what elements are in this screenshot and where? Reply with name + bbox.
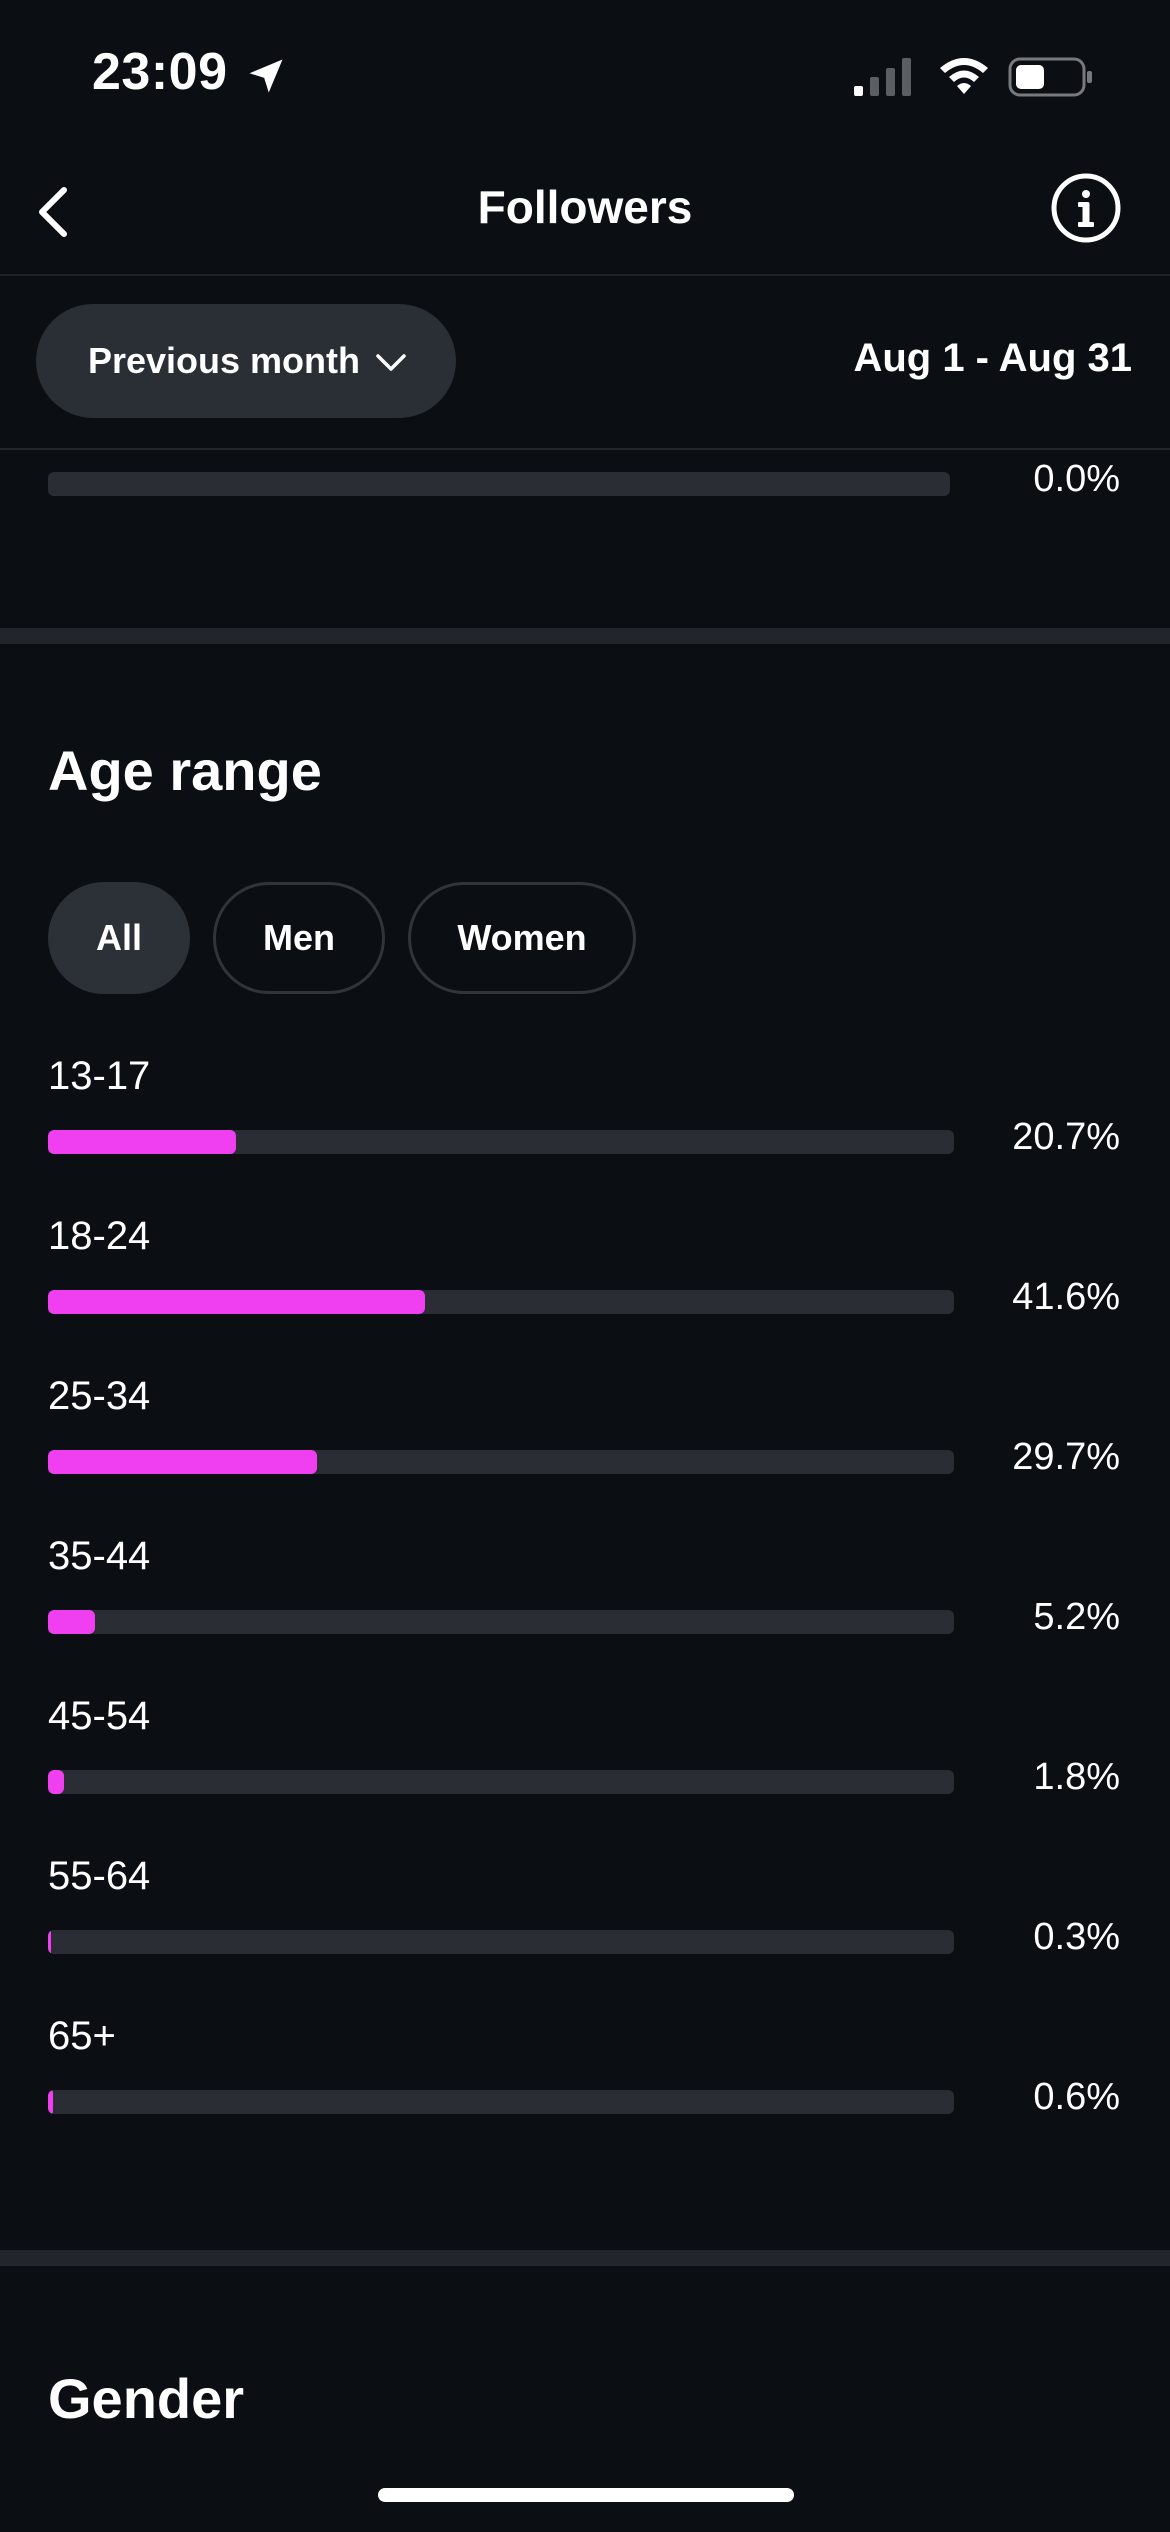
period-label: Previous month bbox=[87, 340, 361, 381]
battery-icon bbox=[1008, 57, 1092, 97]
wifi-icon bbox=[940, 58, 988, 94]
age-label: 18-24 bbox=[48, 1214, 151, 1258]
filter-all[interactable]: All bbox=[48, 882, 190, 994]
gender-title: Gender bbox=[48, 2367, 245, 2430]
age-label: 25-34 bbox=[48, 1374, 151, 1418]
age-percent: 1.8% bbox=[1033, 1756, 1120, 1798]
page-title: Followers bbox=[477, 181, 693, 233]
age-label: 65+ bbox=[48, 2014, 116, 2058]
date-range-bar: Previous month Aug 1 - Aug 31 bbox=[0, 276, 1170, 450]
age-bar-fill bbox=[48, 1610, 96, 1634]
back-chevron-icon[interactable] bbox=[18, 172, 98, 252]
age-label: 13-17 bbox=[48, 1054, 151, 1098]
age-bar-track bbox=[48, 1930, 954, 1954]
status-time: 23:09 bbox=[92, 43, 228, 101]
cellular-signal-icon bbox=[854, 58, 911, 96]
age-percent: 20.7% bbox=[1012, 1116, 1120, 1158]
age-bar-track bbox=[48, 1610, 954, 1634]
section-divider bbox=[0, 2250, 1170, 2266]
previous-bar-track bbox=[48, 472, 950, 496]
date-range-label: Aug 1 - Aug 31 bbox=[853, 336, 1132, 380]
age-bar-fill bbox=[48, 1130, 236, 1154]
age-percent: 41.6% bbox=[1012, 1276, 1120, 1318]
age-percent: 0.3% bbox=[1033, 1916, 1120, 1958]
age-bar-track bbox=[48, 1290, 954, 1314]
age-bar-fill bbox=[48, 1930, 51, 1954]
status-bar: 23:09 bbox=[0, 0, 1170, 150]
age-bar-track bbox=[48, 1130, 954, 1154]
location-arrow-icon bbox=[249, 59, 283, 93]
chevron-down-icon bbox=[376, 354, 406, 371]
age-bar-fill bbox=[48, 1450, 318, 1474]
age-label: 55-64 bbox=[48, 1854, 151, 1898]
age-bar-fill bbox=[48, 1770, 65, 1794]
age-row: 35-44 5.2% bbox=[0, 1534, 1170, 1694]
age-range-title: Age range bbox=[48, 739, 322, 802]
home-indicator bbox=[378, 2488, 794, 2502]
filter-men[interactable]: Men bbox=[213, 882, 385, 994]
age-percent: 5.2% bbox=[1033, 1596, 1120, 1638]
age-row: 13-17 20.7% bbox=[0, 1054, 1170, 1214]
age-percent: 0.6% bbox=[1033, 2076, 1120, 2118]
nav-bar: Followers bbox=[0, 150, 1170, 276]
age-row: 65+ 0.6% bbox=[0, 2014, 1170, 2174]
age-label: 35-44 bbox=[48, 1534, 151, 1578]
age-label: 45-54 bbox=[48, 1694, 151, 1738]
age-bar-track bbox=[48, 1770, 954, 1794]
age-row: 25-34 29.7% bbox=[0, 1374, 1170, 1534]
age-bar-fill bbox=[48, 1290, 425, 1314]
age-percent: 29.7% bbox=[1012, 1436, 1120, 1478]
age-bar-track bbox=[48, 1450, 954, 1474]
age-row: 55-64 0.3% bbox=[0, 1854, 1170, 2014]
age-row: 45-54 1.8% bbox=[0, 1694, 1170, 1854]
info-icon[interactable] bbox=[1048, 170, 1124, 246]
section-divider bbox=[0, 628, 1170, 644]
age-bar-fill bbox=[48, 2090, 54, 2114]
period-dropdown-button[interactable]: Previous month bbox=[36, 304, 456, 418]
age-row: 18-24 41.6% bbox=[0, 1214, 1170, 1374]
previous-percent: 0.0% bbox=[1033, 458, 1120, 500]
age-bar-track bbox=[48, 2090, 954, 2114]
filter-women[interactable]: Women bbox=[408, 882, 636, 994]
